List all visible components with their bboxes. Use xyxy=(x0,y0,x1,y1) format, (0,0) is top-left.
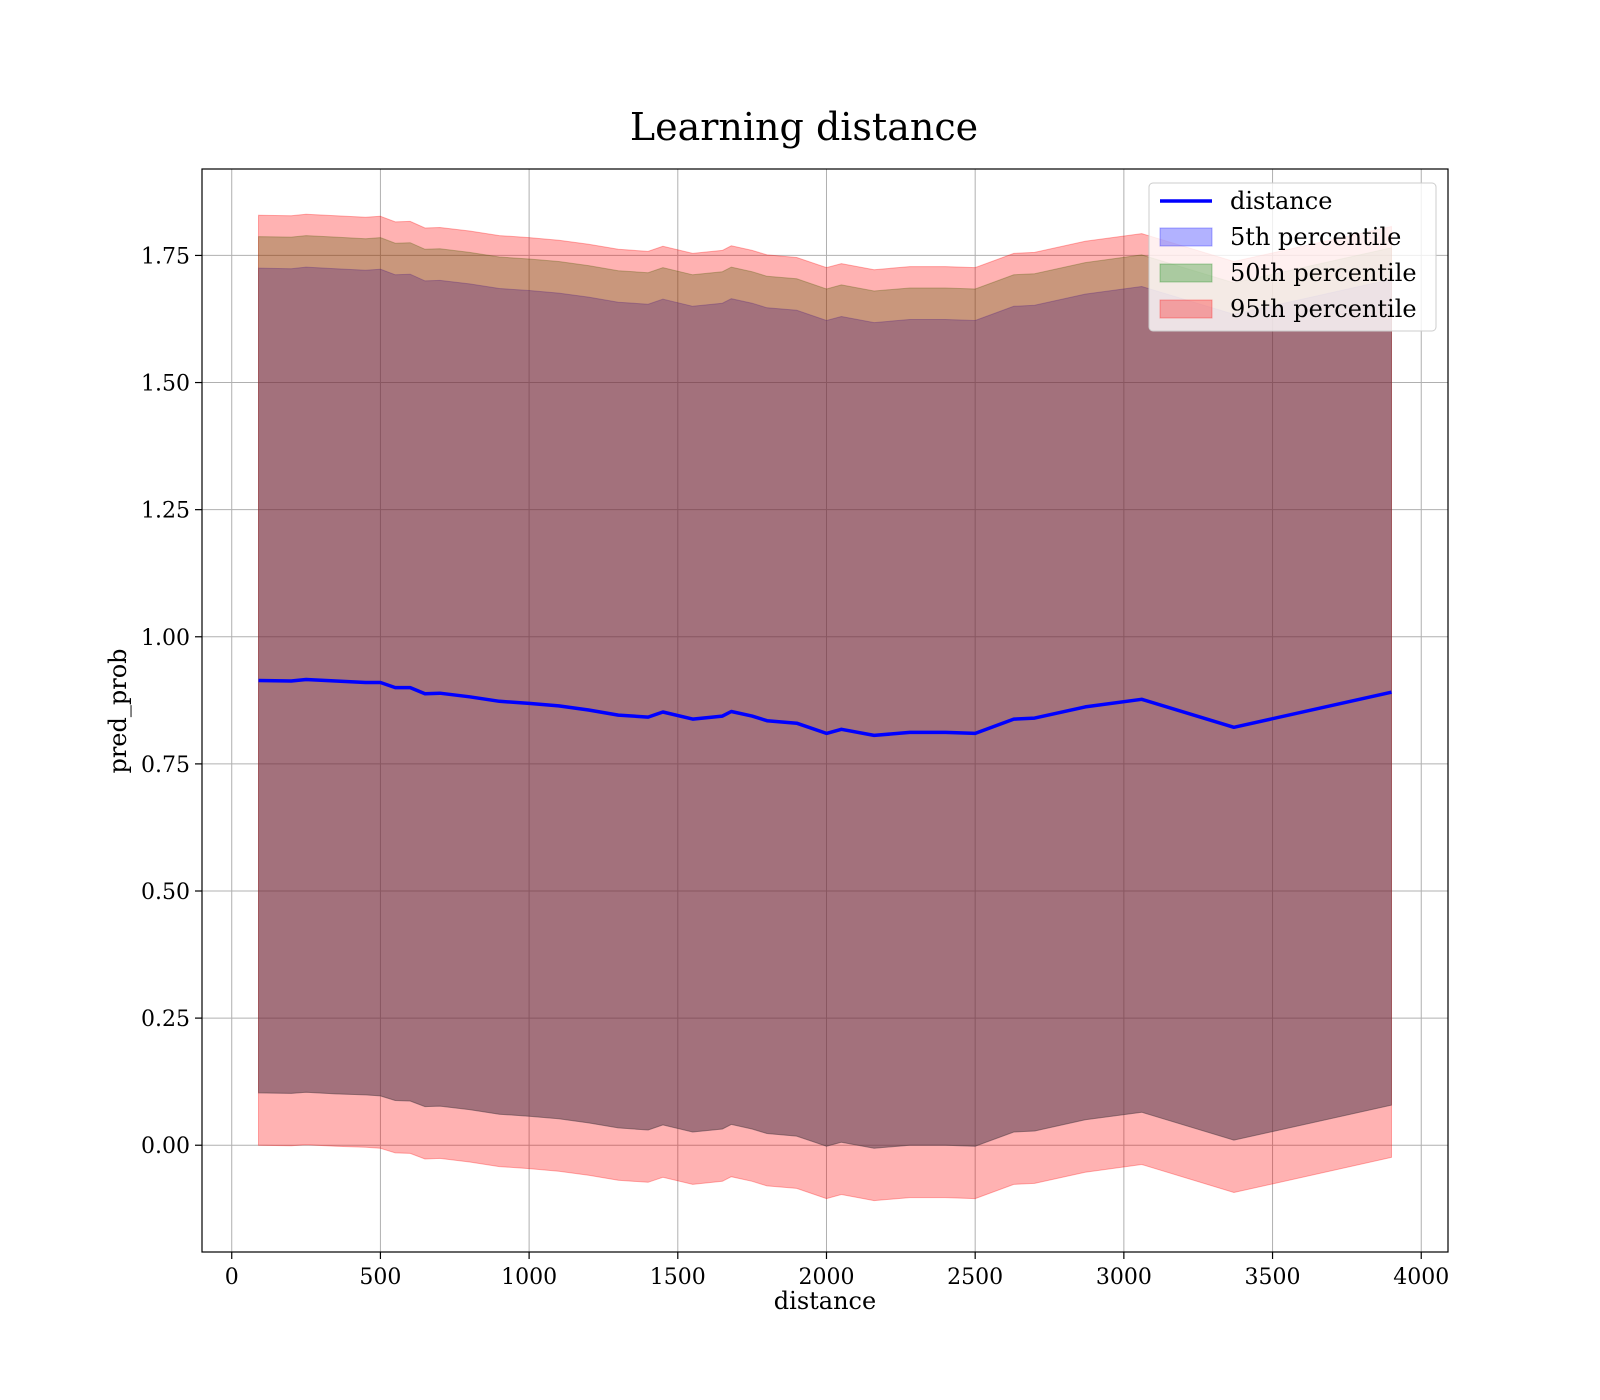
plot-frame xyxy=(201,168,1449,1253)
lines xyxy=(258,677,1392,738)
band-95th-percentile xyxy=(258,213,1392,1202)
legend-label-50th-percentile: 50th percentile xyxy=(1230,259,1417,287)
y-axis-label: pred_prob xyxy=(104,648,132,773)
y-tick-label: 0.25 xyxy=(141,1007,190,1032)
y-tick-label: 0.50 xyxy=(141,880,190,905)
legend-swatch-5th-percentile xyxy=(1159,227,1213,247)
x-tick-label: 4000 xyxy=(1393,1265,1449,1290)
legend: distance 5th percentile 50th percentile … xyxy=(1148,182,1437,332)
x-tick-label: 2500 xyxy=(947,1265,1003,1290)
bands xyxy=(258,213,1392,1202)
y-ticks: 0.00 0.25 0.50 0.75 1.00 1.25 1.50 1.75 xyxy=(141,244,202,1159)
legend-frame xyxy=(1148,182,1437,332)
y-tick-label: 1.75 xyxy=(141,244,190,269)
y-tick-label: 0.00 xyxy=(141,1134,190,1159)
x-tick-label: 500 xyxy=(359,1265,401,1290)
legend-label-distance: distance xyxy=(1230,187,1332,215)
y-tick-label: 1.50 xyxy=(141,372,190,397)
x-tick-label: 3000 xyxy=(1096,1265,1152,1290)
x-tick-label: 3500 xyxy=(1245,1265,1301,1290)
legend-label-95th-percentile: 95th percentile xyxy=(1230,295,1417,323)
x-tick-label: 1500 xyxy=(650,1265,706,1290)
band-50th-percentile xyxy=(258,235,1392,1149)
band-5th-percentile xyxy=(258,266,1392,1149)
y-tick-label: 1.25 xyxy=(141,499,190,524)
y-tick-label: 0.75 xyxy=(141,753,190,778)
chart-title: Learning distance xyxy=(630,105,978,149)
y-tick-label: 1.00 xyxy=(141,626,190,651)
x-ticks: 0 500 1000 1500 2000 2500 3000 3500 4000 xyxy=(225,1252,1449,1290)
legend-label-5th-percentile: 5th percentile xyxy=(1230,223,1401,251)
grid xyxy=(202,169,1448,1252)
x-tick-label: 0 xyxy=(225,1265,239,1290)
x-axis-label: distance xyxy=(774,1287,876,1315)
plot-area xyxy=(258,213,1392,1202)
series-line-distance xyxy=(258,677,1392,738)
legend-swatch-95th-percentile xyxy=(1159,299,1213,319)
legend-swatch-50th-percentile xyxy=(1159,263,1213,283)
x-tick-label: 2000 xyxy=(798,1265,854,1290)
x-tick-label: 1000 xyxy=(501,1265,557,1290)
